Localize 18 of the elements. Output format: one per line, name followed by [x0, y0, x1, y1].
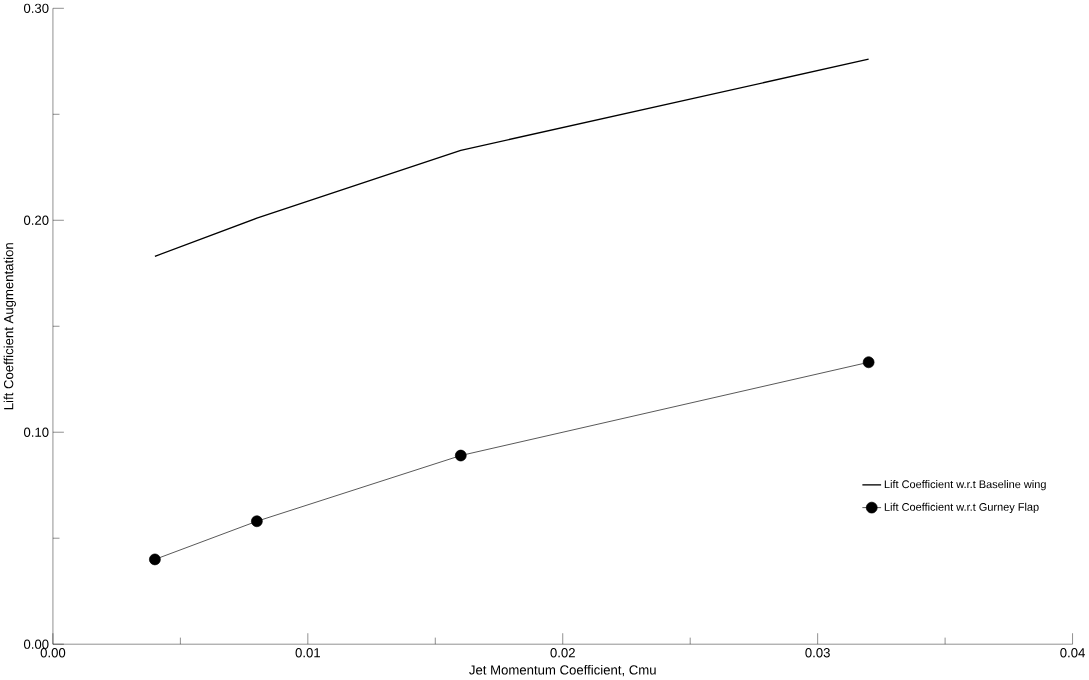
y-tick-label: 0.00 — [23, 639, 49, 649]
point — [149, 553, 161, 566]
point — [454, 449, 467, 462]
legend-label: Lift Coefficient w.r.t Gurney Flap — [884, 502, 1039, 514]
point — [862, 356, 875, 369]
x-tick-label: 0.00 — [40, 648, 66, 658]
x-axis-title: Jet Momentum Coefficient, Cmu — [469, 665, 656, 677]
x-tick-label: 0.04 — [1060, 648, 1085, 658]
y-tick-label: 0.20 — [23, 215, 49, 226]
point — [251, 515, 263, 528]
x-tick-label: 0.03 — [805, 648, 830, 658]
y-axis-title: Lift Coefficient Augmentation — [3, 243, 16, 410]
y-tick-label: 0.10 — [23, 427, 49, 437]
x-tick-label: 0.02 — [550, 648, 575, 658]
legend-label: Lift Coefficient w.r.t Baseline wing — [884, 480, 1046, 491]
y-tick-label: 0.30 — [23, 3, 49, 14]
line-series — [154, 58, 870, 258]
x-tick-label: 0.01 — [295, 648, 320, 658]
